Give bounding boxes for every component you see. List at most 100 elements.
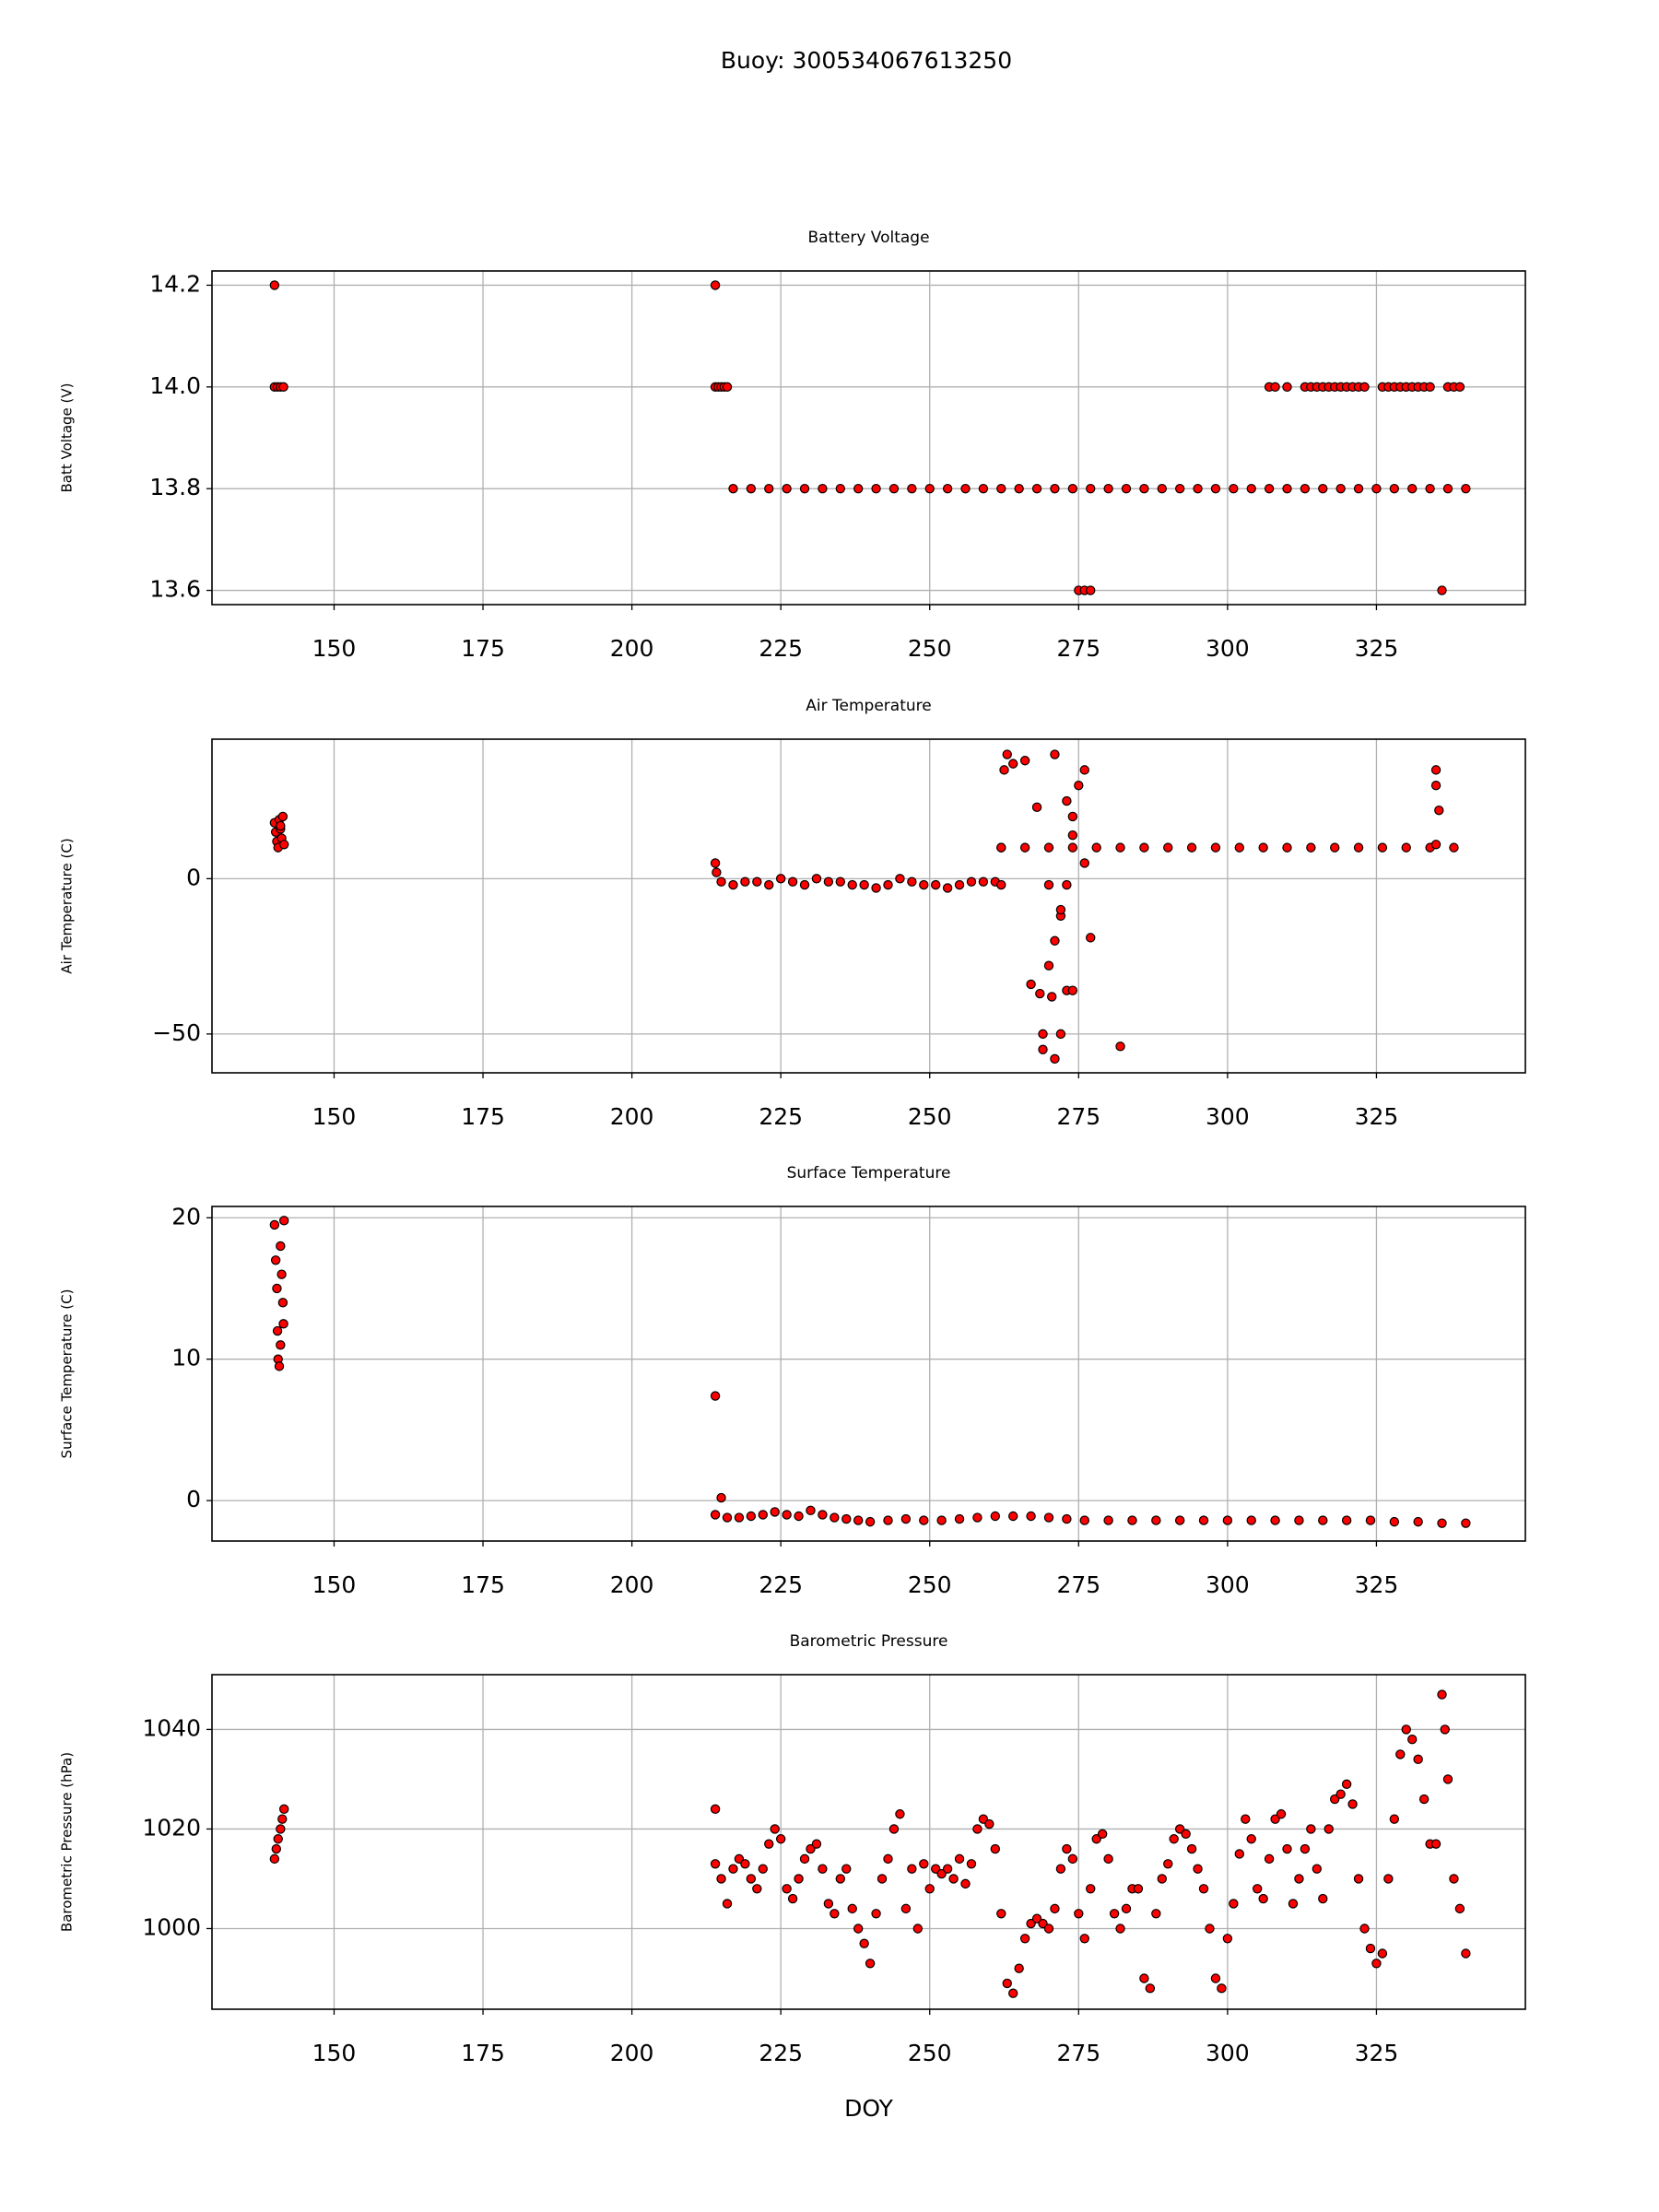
point: [1198, 1515, 1209, 1525]
x-tick-label: 325: [1355, 635, 1399, 662]
x-tick-label: 300: [1206, 1103, 1250, 1130]
point: [888, 1824, 900, 1834]
point: [907, 877, 917, 887]
point: [1430, 781, 1441, 791]
y-tick-label: −50: [152, 1019, 201, 1046]
point: [1109, 1909, 1120, 1919]
x-axis-label: DOY: [844, 2095, 894, 2122]
point: [1407, 483, 1418, 494]
point: [1169, 1834, 1179, 1844]
point: [1050, 935, 1060, 946]
x-tick-label: 175: [461, 2040, 505, 2066]
point: [273, 1834, 283, 1844]
point: [942, 483, 953, 494]
y-tick-label: 1000: [142, 1913, 201, 1940]
point: [1210, 842, 1221, 853]
x-tick-label: 275: [1056, 2040, 1100, 2066]
point: [1389, 1814, 1400, 1824]
point: [775, 874, 786, 884]
point: [272, 1283, 282, 1294]
point: [1055, 904, 1066, 915]
point: [1026, 979, 1036, 990]
point: [883, 1853, 893, 1865]
point: [1270, 1515, 1280, 1525]
point: [1210, 1973, 1221, 1983]
point: [1151, 1515, 1161, 1525]
point: [716, 877, 726, 887]
point: [1121, 483, 1132, 494]
point: [1318, 1515, 1328, 1525]
x-tick-label: 300: [1206, 2040, 1250, 2066]
point: [1174, 1515, 1185, 1525]
point: [764, 879, 774, 890]
point: [1002, 1978, 1012, 1989]
point: [752, 877, 762, 887]
point: [1425, 382, 1435, 393]
x-tick-label: 250: [908, 2040, 952, 2066]
point: [1359, 382, 1370, 393]
point: [907, 483, 917, 494]
x-tick-label: 200: [610, 1571, 654, 1598]
point: [1008, 1988, 1018, 1998]
point: [984, 1818, 994, 1830]
point: [1127, 1515, 1137, 1525]
point: [1002, 749, 1012, 759]
point: [1157, 1874, 1167, 1884]
x-tick-label: 200: [610, 2040, 654, 2066]
point: [752, 1884, 762, 1894]
point: [853, 483, 864, 494]
point: [1186, 1843, 1197, 1854]
point: [1139, 1973, 1149, 1983]
x-tick-label: 250: [908, 635, 952, 662]
point: [1454, 382, 1465, 393]
point: [1151, 1909, 1161, 1919]
x-tick-label: 225: [759, 2040, 803, 2066]
axes-frame: [211, 1206, 1526, 1542]
point: [972, 1824, 982, 1834]
x-tick-label: 150: [312, 635, 357, 662]
point: [996, 842, 1006, 853]
point: [1437, 1518, 1447, 1528]
point: [1425, 483, 1435, 494]
point: [746, 1874, 757, 1884]
point: [269, 280, 280, 290]
point: [1389, 1516, 1400, 1527]
x-tick-label: 325: [1355, 1103, 1399, 1130]
point: [728, 879, 738, 890]
point: [276, 1824, 286, 1834]
point: [948, 1874, 959, 1884]
y-axis-label: Barometric Pressure (hPa): [59, 1752, 76, 1932]
point: [1103, 483, 1113, 494]
point: [1074, 781, 1084, 791]
point: [871, 1909, 881, 1919]
point: [919, 1515, 929, 1525]
point: [1217, 1983, 1227, 1994]
point: [1258, 1893, 1268, 1904]
point: [1008, 1511, 1018, 1522]
point: [1043, 960, 1054, 971]
point: [1222, 1515, 1233, 1525]
x-tick-label: 150: [312, 1103, 357, 1130]
point: [1437, 1689, 1447, 1700]
point: [1043, 1924, 1054, 1934]
x-tick-label: 250: [908, 1571, 952, 1598]
point: [1353, 842, 1364, 853]
point: [830, 1909, 840, 1919]
point: [728, 1864, 738, 1874]
point: [1318, 483, 1328, 494]
point: [716, 1874, 726, 1884]
point: [806, 1505, 816, 1516]
point: [269, 1219, 280, 1230]
point: [1193, 1864, 1203, 1874]
point: [276, 1340, 286, 1350]
point: [1133, 1884, 1144, 1894]
point: [966, 1859, 977, 1869]
y-tick-label: 1020: [142, 1814, 201, 1841]
point: [1353, 483, 1364, 494]
point: [999, 765, 1009, 775]
point: [1031, 802, 1042, 813]
point: [823, 1899, 834, 1909]
point: [996, 1909, 1006, 1919]
x-tick-label: 175: [461, 1103, 505, 1130]
